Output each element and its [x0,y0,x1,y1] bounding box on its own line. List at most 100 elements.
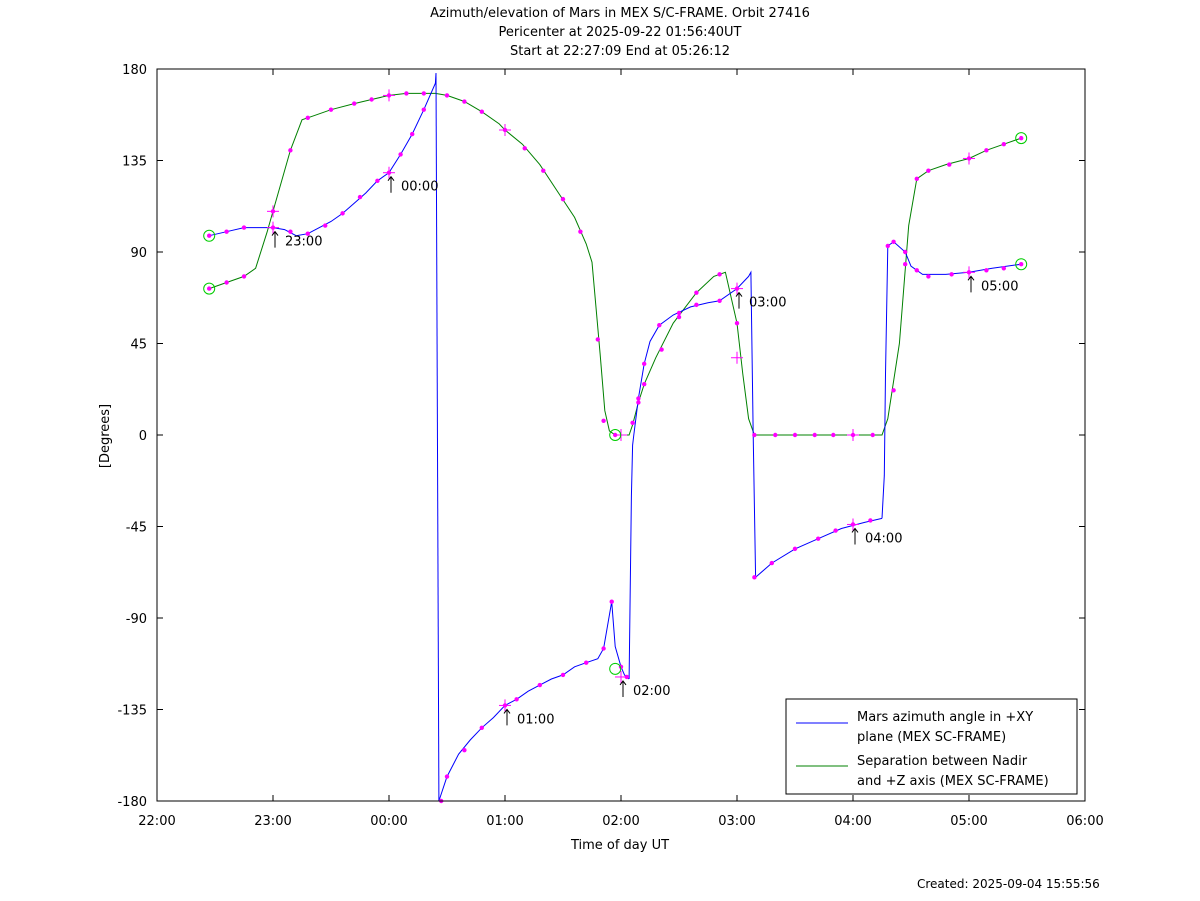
hour-label: 03:00 [749,296,786,311]
separation-marker [630,420,635,425]
separation-marker [914,176,919,181]
hour-arrow-head [967,275,975,281]
y-tick-label: 135 [122,155,147,170]
separation-marker [352,101,357,106]
hour-cross [499,699,511,712]
separation-marker [831,432,836,438]
azimuth-marker [926,274,931,279]
hour-cross [267,205,279,218]
separation-marker [752,432,757,438]
legend-label-separation-2: and +Z axis (MEX SC-FRAME) [857,774,1049,789]
y-tick-label: 90 [130,246,147,261]
separation-marker [792,432,798,438]
separation-marker [479,109,484,114]
hour-arrow-head [735,291,743,297]
azimuth-marker [288,229,293,234]
hour-annotation: 05:00 [967,275,1018,294]
separation-marker [522,146,527,151]
azimuth-marker [717,298,722,303]
x-tick-label: 23:00 [254,814,291,829]
azimuth-marker [816,536,821,541]
y-tick-label: 0 [139,429,147,444]
separation-marker [1019,135,1024,141]
azimuth-marker [984,268,989,273]
endpoint-circle [609,429,622,441]
y-tick-label: 180 [122,63,147,78]
azimuth-marker [207,233,212,238]
hour-label: 01:00 [517,712,554,727]
azimuth-marker [479,725,484,730]
hour-arrow-head [851,527,859,533]
y-tick-label: 45 [130,338,147,353]
azimuth-marker [903,249,908,255]
hour-cross [615,670,627,683]
separation-marker [717,272,722,277]
hour-cross [731,282,743,295]
separation-marker [462,99,467,104]
hour-cross [963,266,975,279]
separation-marker [578,229,583,234]
azimuth-marker [694,302,699,308]
separation-marker [541,168,546,173]
separation-marker [560,196,566,202]
separation-marker [926,168,931,173]
hour-cross [383,89,395,102]
separation-marker [984,148,989,153]
x-tick-label: 06:00 [1066,814,1103,829]
azimuth-marker [357,194,363,200]
azimuth-marker [444,774,450,779]
azimuth-marker [769,560,774,566]
separation-marker [305,115,310,121]
endpoint-circle [609,662,622,675]
separation-marker [224,280,229,285]
azimuth-line [881,241,1022,519]
legend-label-azimuth-1: Mars azimuth angle in +XY [857,710,1033,725]
hour-annotation: 02:00 [619,680,670,699]
legend-label-azimuth-2: plane (MEX SC-FRAME) [857,730,1006,745]
separation-marker [891,388,896,393]
hour-annotation: 23:00 [271,230,322,250]
legend: Mars azimuth angle in +XY plane (MEX SC-… [785,698,1078,795]
azimuth-marker [885,243,890,249]
separation-marker [241,274,247,279]
created-timestamp: Created: 2025-09-04 15:55:56 [917,877,1100,891]
separation-marker [369,97,374,102]
azimuth-marker [868,518,873,523]
endpoint-circle [203,229,216,242]
azimuth-marker [305,231,310,236]
azimuth-marker [1019,262,1024,267]
azimuth-marker [340,211,345,216]
hour-arrow-head [619,680,627,686]
azimuth-marker [241,225,247,230]
endpoint-circle [1015,132,1028,145]
hour-annotation: 03:00 [735,291,786,311]
azimuth-marker [949,272,954,277]
separation-marker [812,432,817,438]
hour-cross [847,429,859,441]
azimuth-marker [584,660,589,665]
plot-layer: 23:00 00:00 01:00 02:00 03:00 04:00 05:00 [203,73,1028,804]
azimuth-marker [421,107,426,112]
separation-marker [642,381,647,387]
azimuth-marker [1001,266,1006,271]
separation-marker [870,432,875,438]
axes-layer: 22:00 23:00 00:00 01:00 02:00 03:00 04:00 05:00… [117,63,1103,829]
azimuth-marker [609,599,614,604]
separation-marker [903,262,908,267]
separation-marker [947,162,952,167]
hour-arrow-head [503,708,511,714]
separation-marker [328,107,334,112]
hour-cross [847,518,859,531]
azimuth-marker [398,152,403,157]
separation-marker [444,93,450,98]
azimuth-marker [323,223,328,228]
y-axis-label: [Degrees] [98,404,113,468]
hour-arrow-head [387,175,395,181]
chart-title-line-3: Start at 22:27:09 End at 05:26:12 [510,44,730,59]
y-tick-label: -90 [126,612,147,627]
azimuth-line [438,601,630,802]
endpoint-circle [203,282,216,295]
hour-arrow-head [271,230,279,236]
hour-label: 00:00 [401,180,438,195]
chart-title-line-2: Pericenter at 2025-09-22 01:56:40UT [498,25,741,40]
